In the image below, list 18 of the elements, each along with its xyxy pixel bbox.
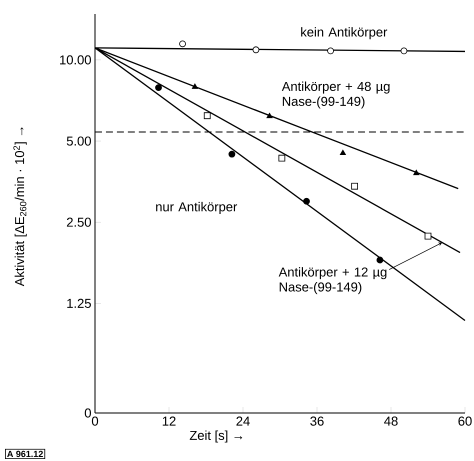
y-tick-label: 2.50: [66, 218, 91, 227]
annotation: nur Antikörper: [156, 202, 238, 214]
y-tick-label: 5.00: [66, 136, 91, 146]
y-tick-label: 1.25: [67, 298, 91, 308]
x-tick-label: 24: [236, 416, 250, 426]
x-tick-label: 0: [92, 416, 98, 426]
x-tick-label: 12: [162, 416, 176, 426]
y-tick-label: 0: [84, 408, 91, 418]
annotation: Antikörper + 48 µg Nase-(99-149): [282, 81, 390, 109]
x-tick-label: 36: [310, 416, 324, 426]
x-axis-title: Zeit [s] →: [190, 430, 242, 443]
y-tick-label: 10.00: [60, 55, 91, 64]
annotation: kein Antikörper: [301, 27, 388, 40]
text: A 961.12: [7, 450, 43, 458]
x-tick-label: 60: [458, 416, 472, 426]
annotation: Antikörper + 12 µg Nase-(99-149): [278, 267, 386, 294]
y-axis-title: Aktivität [ΔE$_{260}$/min · 10$^{2}$] →: [13, 127, 27, 286]
x-tick-label: 48: [384, 416, 398, 426]
